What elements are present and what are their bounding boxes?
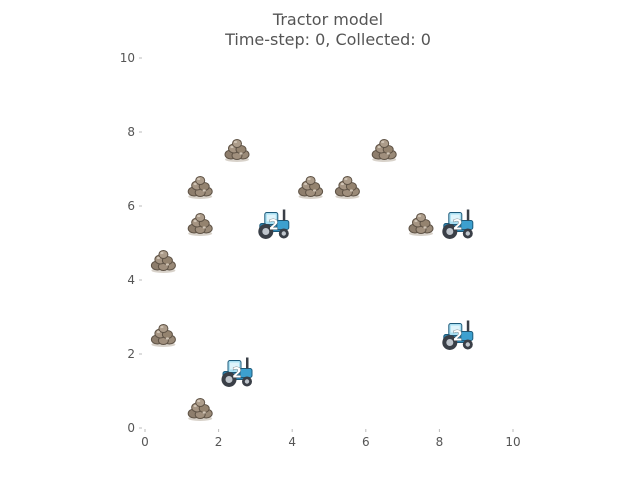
x-tick-label: 0 (141, 435, 149, 449)
rock-pile-icon (187, 213, 213, 237)
rock-pile-icon (371, 139, 397, 163)
x-tick-label: 6 (362, 435, 370, 449)
y-tick-label: 2 (127, 347, 135, 361)
y-tick-label: 8 (127, 125, 135, 139)
y-tick-label: 4 (127, 273, 135, 287)
rock-pile-icon (187, 398, 213, 422)
rock-pile-icon (334, 176, 360, 200)
title-model-name: Tractor model (272, 10, 384, 29)
axes: 0 2 4 6 8 10 0 2 4 6 8 10 (120, 51, 521, 449)
rock-pile-icon (298, 176, 324, 200)
y-tick-label: 10 (120, 51, 135, 65)
x-tick-label: 2 (215, 435, 223, 449)
tractor-load-label: 2 (453, 218, 463, 234)
tractors-layer: 2 2 2 2 (221, 209, 474, 388)
tractor-agent: 2 (441, 209, 474, 240)
rock-pile-icon (187, 176, 213, 200)
tractor-agent: 2 (441, 320, 474, 351)
rock-pile-icon (408, 213, 434, 237)
rocks-layer (150, 139, 434, 422)
tractor-load-label: 2 (232, 366, 242, 382)
tractor-agent: 2 (257, 209, 290, 240)
title-status: Time-step: 0, Collected: 0 (225, 30, 431, 49)
rock-pile-icon (150, 324, 176, 348)
tractor-agent: 2 (221, 357, 253, 388)
rock-pile-icon (224, 139, 250, 163)
x-tick-label: 8 (436, 435, 444, 449)
x-tick-label: 4 (288, 435, 296, 449)
x-tick-label: 10 (505, 435, 520, 449)
rock-pile-icon (150, 250, 176, 274)
y-tick-label: 6 (127, 199, 135, 213)
tractor-load-label: 2 (453, 329, 463, 345)
plot-title: Tractor model Time-step: 0, Collected: 0 (0, 10, 640, 50)
y-tick-label: 0 (127, 421, 135, 435)
tractor-load-label: 2 (269, 218, 279, 234)
